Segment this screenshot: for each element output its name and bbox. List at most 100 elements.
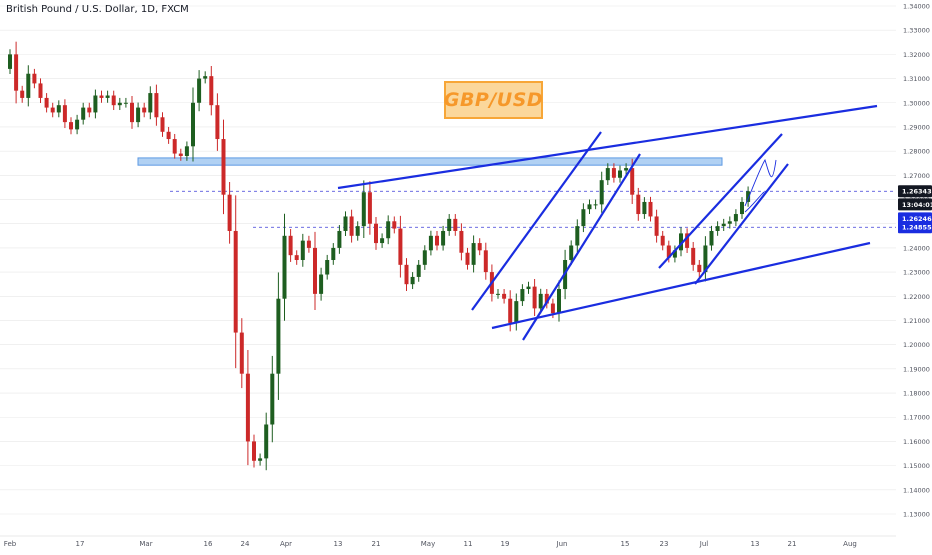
candle-body: [337, 230, 342, 248]
candle-body: [471, 243, 476, 265]
price-tick-label: 1.18000: [903, 390, 930, 398]
price-tick-label: 1.34000: [903, 3, 930, 11]
candle-body: [93, 95, 98, 113]
candle-body: [404, 264, 409, 285]
candle-body: [654, 216, 659, 236]
candle-body: [300, 240, 305, 260]
candle-body: [69, 122, 73, 130]
time-tick-label: 21: [372, 540, 381, 548]
candle-body: [483, 250, 488, 273]
price-tick-label: 1.19000: [903, 365, 930, 373]
candle-body: [233, 230, 238, 333]
candle-body: [252, 441, 256, 461]
price-tag-label: 1.26246: [902, 215, 932, 223]
candle-body: [544, 293, 549, 304]
candle-body: [20, 90, 25, 98]
candle-body: [514, 301, 519, 323]
candle-body: [587, 204, 592, 210]
candle-body: [691, 247, 696, 265]
candle-body: [459, 230, 464, 253]
candle-body: [386, 221, 391, 239]
candle-body: [50, 107, 55, 113]
candle-body: [441, 230, 446, 246]
candle-body: [447, 218, 452, 231]
supply-zone-rect: [137, 157, 723, 166]
candle-body: [136, 107, 141, 123]
candle-body: [630, 168, 635, 195]
candle-body: [575, 226, 580, 246]
candle-body: [245, 373, 250, 442]
price-tick-label: 1.33000: [903, 27, 930, 35]
gbpusd-badge[interactable]: GBP/USD: [444, 81, 543, 119]
time-tick-label: 13: [334, 540, 343, 548]
candle-body: [721, 223, 726, 227]
price-tag-box: [898, 198, 932, 211]
candle-body: [733, 214, 738, 222]
candle-body: [154, 93, 159, 118]
candle-body: [148, 93, 153, 113]
price-axis: 1.13000 1.14000 1.15000 1.16000 1.17000 1.180…: [903, 3, 930, 519]
candle-body: [636, 194, 641, 215]
candle-body: [709, 230, 714, 246]
candle-body: [465, 252, 470, 265]
trend-line: [471, 131, 602, 311]
candle-body: [130, 102, 134, 123]
time-tick-label: Jun: [556, 540, 568, 548]
candle-body: [697, 264, 702, 273]
price-tick-label: 1.31000: [903, 75, 930, 83]
candle-body: [496, 293, 500, 295]
candle-body: [746, 191, 751, 202]
time-tick-label: Mar: [139, 540, 152, 548]
candle-body: [557, 289, 561, 314]
candle-body: [679, 233, 683, 251]
candle-body: [398, 228, 403, 265]
price-tag-label: 13:04:01: [902, 201, 932, 209]
candle-body: [618, 170, 622, 178]
candle-body: [520, 289, 525, 302]
candle-body: [26, 73, 31, 98]
candle-body: [367, 192, 372, 224]
time-tick-label: May: [421, 540, 435, 548]
symbol-title: British Pound / U.S. Dollar, 1D, FXCM: [6, 4, 189, 15]
price-tag-box: [898, 185, 932, 198]
candle-body: [239, 332, 244, 374]
time-tick-label: Aug: [843, 540, 857, 548]
candle-body: [172, 139, 177, 154]
price-tag-box: [898, 221, 932, 234]
candle-body: [532, 286, 537, 309]
candle-body: [642, 201, 647, 215]
resistance-zone: [137, 157, 723, 166]
candle-body: [355, 226, 360, 236]
candle-body: [160, 117, 165, 132]
candle-body: [422, 250, 427, 265]
trend-lines: [337, 104, 878, 341]
candle-body: [666, 245, 671, 258]
candle-body: [313, 247, 317, 294]
candle-body: [715, 226, 720, 231]
candle-body: [191, 102, 195, 147]
time-tick-label: 23: [660, 540, 669, 548]
projection-sketch: [744, 191, 765, 213]
candle-body: [508, 298, 513, 323]
candle-body: [62, 105, 67, 123]
candle-body: [538, 293, 543, 309]
candle-body: [203, 76, 208, 79]
time-tick-label: Apr: [280, 540, 292, 548]
candle-body: [44, 97, 49, 108]
time-tick-label: 13: [751, 540, 760, 548]
candle-body: [56, 105, 61, 113]
price-tick-label: 1.14000: [903, 486, 930, 494]
candle-body: [410, 276, 415, 285]
time-tick-label: Jul: [699, 540, 709, 548]
candle-body: [605, 168, 610, 181]
candle-body: [660, 235, 665, 246]
time-tick-label: 24: [241, 540, 250, 548]
candle-body: [38, 83, 43, 98]
projection-sketch: [744, 158, 777, 207]
price-tick-label: 1.20000: [903, 341, 930, 349]
candle-body: [672, 250, 677, 258]
candle-body: [184, 146, 189, 156]
